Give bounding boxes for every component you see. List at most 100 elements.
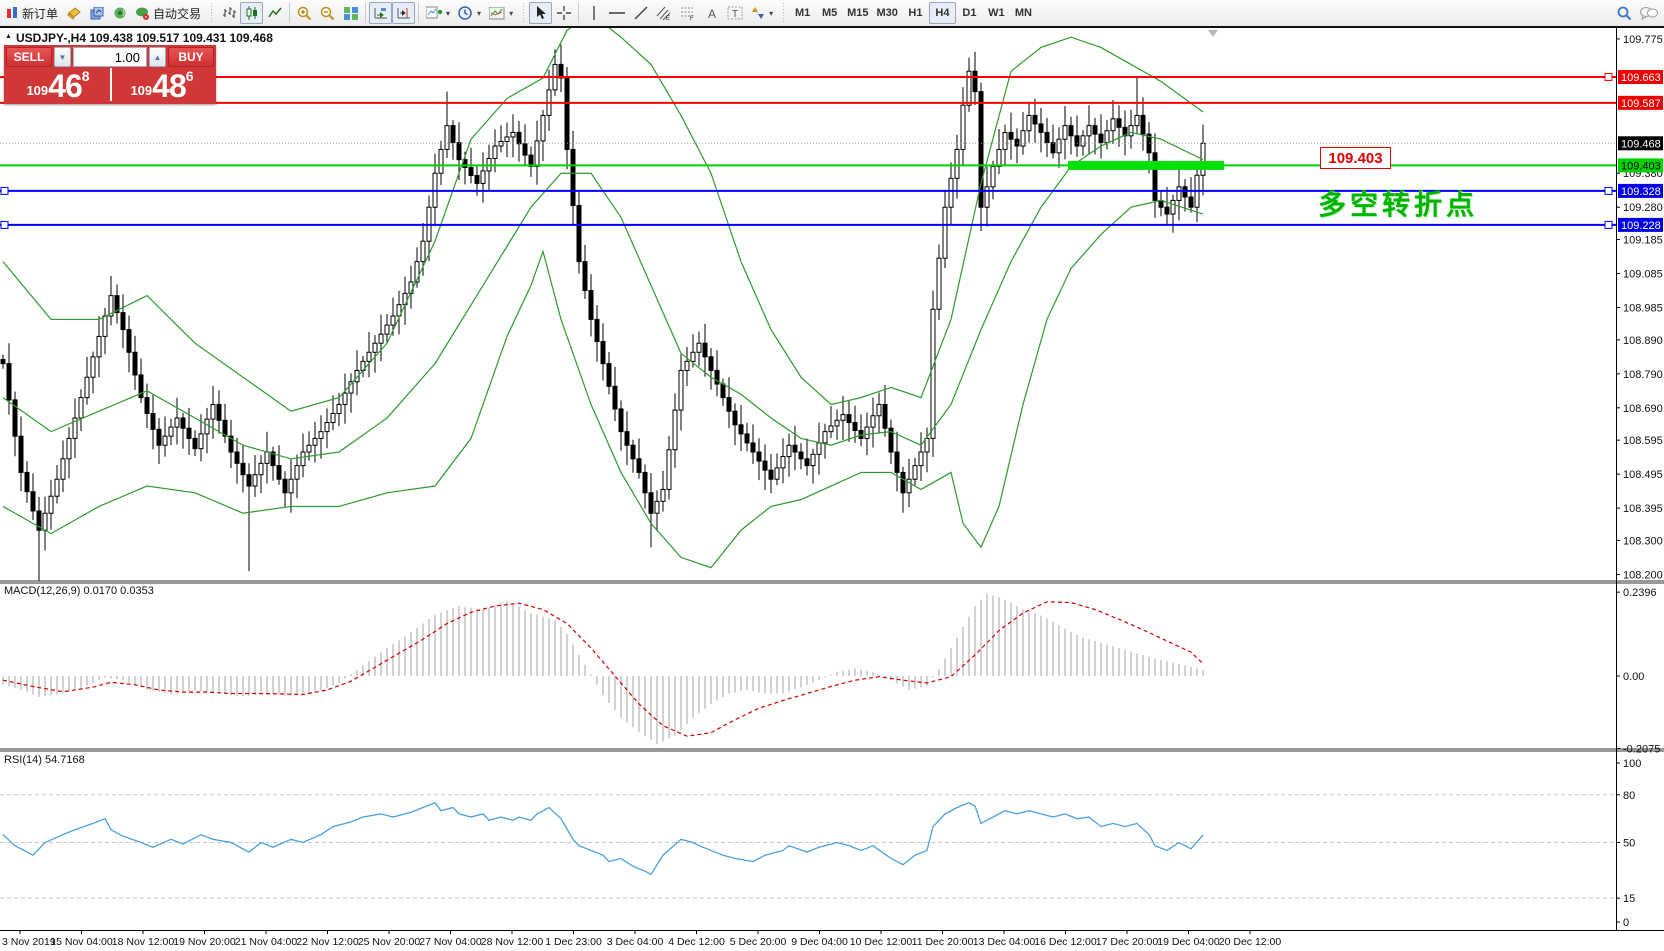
timeframe-m30-button[interactable]: M30 bbox=[873, 2, 902, 24]
indicators-button[interactable]: ▾ bbox=[422, 2, 454, 24]
templates-button[interactable]: ▾ bbox=[485, 2, 517, 24]
candle-down bbox=[156, 428, 162, 446]
buy-button[interactable]: BUY bbox=[168, 47, 214, 67]
crosshair-button[interactable] bbox=[552, 2, 575, 24]
timeframe-mn-button[interactable]: MN bbox=[1010, 2, 1037, 24]
sell-price-handle: 109 bbox=[26, 83, 49, 98]
text-label-button[interactable]: T bbox=[723, 2, 747, 24]
candle-up bbox=[1056, 138, 1062, 154]
line-handle[interactable] bbox=[0, 220, 9, 229]
chat-button[interactable] bbox=[1636, 2, 1662, 24]
candle-up bbox=[330, 412, 336, 424]
tile-windows-button[interactable] bbox=[339, 2, 362, 24]
zoom-in-button[interactable] bbox=[293, 2, 316, 24]
sell-price[interactable]: 109 46 8 bbox=[6, 67, 110, 102]
pivot-note-text[interactable]: 多空转折点 bbox=[1318, 189, 1479, 220]
candle-down bbox=[6, 363, 12, 401]
price-axis-label: 109.280 bbox=[1623, 202, 1663, 214]
candle-down bbox=[456, 142, 462, 161]
candle-down bbox=[1008, 131, 1014, 140]
sound-button[interactable] bbox=[108, 2, 131, 24]
timeframe-d1-button[interactable]: D1 bbox=[956, 2, 983, 24]
candle-down bbox=[732, 410, 738, 426]
timeframe-h1-button[interactable]: H1 bbox=[902, 2, 929, 24]
candle-down bbox=[180, 417, 186, 429]
new-order-button[interactable]: 新订单 bbox=[2, 2, 62, 24]
candle-up bbox=[54, 478, 60, 497]
auto-scroll-button[interactable] bbox=[369, 2, 393, 24]
volume-input[interactable] bbox=[73, 47, 147, 67]
trendline-button[interactable] bbox=[629, 2, 652, 24]
arrows-button[interactable]: ▾ bbox=[747, 2, 777, 24]
eraser-button[interactable] bbox=[62, 2, 85, 24]
candle-up bbox=[684, 360, 690, 371]
candle-up bbox=[1176, 186, 1182, 201]
candle-down bbox=[282, 478, 288, 494]
timeframe-m5-button[interactable]: M5 bbox=[816, 2, 843, 24]
time-axis-label: 4 Dec 12:00 bbox=[668, 936, 725, 948]
candle-up bbox=[162, 435, 168, 446]
timeframe-h4-button[interactable]: H4 bbox=[928, 2, 956, 24]
macd-signal-line bbox=[2, 601, 1204, 737]
line-handle[interactable] bbox=[1604, 186, 1613, 195]
candle-down bbox=[468, 167, 474, 176]
line-chart-button[interactable] bbox=[263, 2, 286, 24]
fibonacci-button[interactable]: F bbox=[676, 2, 700, 24]
candle-up bbox=[306, 444, 312, 453]
support-line-1-tag-text: 109.328 bbox=[1621, 186, 1661, 198]
candle-up bbox=[168, 426, 174, 437]
candle-up bbox=[342, 392, 348, 405]
support-line-2-tag bbox=[1618, 217, 1663, 232]
candle-up bbox=[480, 170, 486, 184]
timeframe-m1-button[interactable]: M1 bbox=[789, 2, 816, 24]
line-handle[interactable] bbox=[1604, 73, 1613, 81]
auto-scroll-icon bbox=[374, 7, 388, 20]
price-axis-label: 108.890 bbox=[1623, 335, 1663, 347]
chart-shift-button[interactable] bbox=[392, 2, 416, 24]
horizontal-line-icon bbox=[609, 8, 626, 18]
buy-price[interactable]: 109 48 6 bbox=[110, 67, 214, 102]
horizontal-line-button[interactable] bbox=[605, 2, 629, 24]
rsi-axis-label: 100 bbox=[1623, 758, 1641, 770]
periods-button[interactable]: ▾ bbox=[454, 2, 485, 24]
sell-button[interactable]: SELL bbox=[6, 47, 52, 67]
vertical-line-button[interactable] bbox=[582, 2, 605, 24]
trendline-icon bbox=[634, 6, 648, 20]
panel-collapse-icon[interactable]: ▲ bbox=[5, 33, 12, 40]
candle-up bbox=[810, 453, 816, 467]
profiles-button[interactable] bbox=[85, 2, 108, 24]
price-annotation-box[interactable]: 109.403 bbox=[1320, 147, 1391, 169]
time-axis-label: 10 Dec 12:00 bbox=[850, 936, 913, 948]
candle-up bbox=[264, 451, 270, 464]
auto-trading-button[interactable]: 自动交易 bbox=[131, 2, 205, 24]
volume-decrease-button[interactable]: ▼ bbox=[54, 47, 71, 67]
cursor-button[interactable] bbox=[529, 2, 553, 24]
price-axis-label: 109.185 bbox=[1623, 235, 1663, 247]
time-axis-label: 3 Nov 2019 bbox=[2, 936, 56, 948]
volume-increase-button[interactable]: ▲ bbox=[149, 47, 166, 67]
toolbar-separator bbox=[578, 3, 580, 23]
dropdown-caret-icon: ▾ bbox=[509, 8, 514, 18]
search-button[interactable] bbox=[1613, 2, 1636, 24]
chart-title: USDJPY-,H4 109.438 109.517 109.431 109.4… bbox=[16, 31, 273, 45]
resistance-line-1-tag-text: 109.663 bbox=[1621, 72, 1661, 84]
candle-up bbox=[78, 397, 84, 419]
text-button[interactable]: A bbox=[700, 2, 723, 24]
zoom-out-button[interactable] bbox=[316, 2, 339, 24]
candle-up bbox=[396, 304, 402, 317]
timeframe-m15-button[interactable]: M15 bbox=[843, 2, 872, 24]
candle-down bbox=[852, 422, 858, 431]
line-handle[interactable] bbox=[1604, 220, 1613, 229]
line-handle[interactable] bbox=[0, 186, 9, 195]
timeframe-w1-button[interactable]: W1 bbox=[983, 2, 1010, 24]
equidistant-channel-button[interactable]: E bbox=[652, 2, 676, 24]
candle-up bbox=[936, 257, 942, 310]
buy-price-big: 48 bbox=[152, 68, 187, 104]
bar-chart-button[interactable] bbox=[217, 2, 240, 24]
time-axis-label: 19 Dec 04:00 bbox=[1157, 936, 1220, 948]
pivot-highlight-segment[interactable] bbox=[1068, 160, 1224, 170]
candle-up bbox=[864, 426, 870, 439]
candlestick-chart-button[interactable] bbox=[240, 2, 264, 24]
